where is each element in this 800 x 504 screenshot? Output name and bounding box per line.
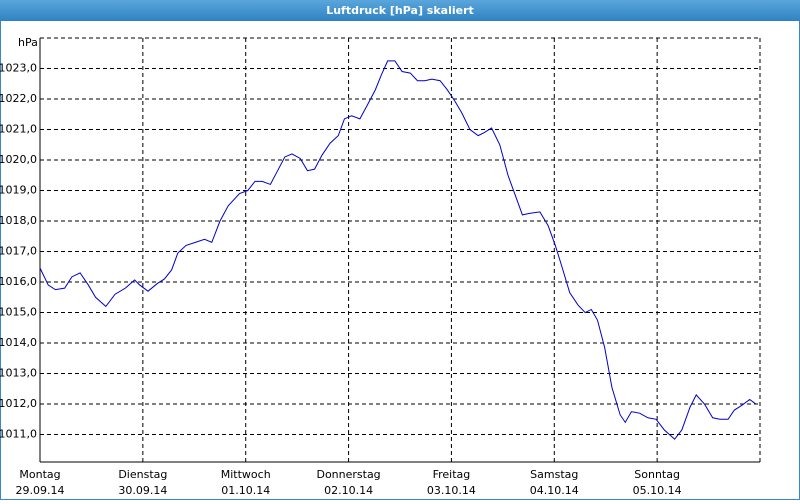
y-tick-label: 1017,0 (0, 245, 37, 258)
x-tick-label: 04.10.14 (530, 484, 579, 497)
y-tick-label: 1018,0 (0, 214, 37, 227)
x-tick-label: Montag (19, 468, 60, 481)
y-axis-label: hPa (18, 36, 38, 49)
x-tick-label: Mittwoch (221, 468, 271, 481)
x-tick-label: 02.10.14 (324, 484, 373, 497)
y-tick-label: 1011,0 (0, 428, 37, 441)
x-tick-label: 05.10.14 (633, 484, 682, 497)
title-bar (0, 0, 800, 21)
x-tick-label: Freitag (433, 468, 471, 481)
data-line (39, 60, 757, 440)
chart-title: Luftdruck [hPa] skaliert (326, 4, 474, 17)
x-tick-label: Dienstag (118, 468, 167, 481)
y-tick-label: 1019,0 (0, 184, 37, 197)
x-tick-label: Sonntag (634, 468, 680, 481)
y-tick-label: 1020,0 (0, 153, 37, 166)
x-tick-label: 03.10.14 (427, 484, 476, 497)
y-tick-label: 1015,0 (0, 306, 37, 319)
x-tick-label: 30.09.14 (118, 484, 167, 497)
y-tick-label: 1021,0 (0, 123, 37, 136)
x-tick-label: Samstag (530, 468, 578, 481)
x-tick-label: 01.10.14 (221, 484, 270, 497)
y-tick-label: 1012,0 (0, 397, 37, 410)
y-tick-label: 1022,0 (0, 92, 37, 105)
y-tick-label: 1014,0 (0, 336, 37, 349)
y-tick-label: 1013,0 (0, 367, 37, 380)
x-tick-label: 29.09.14 (16, 484, 65, 497)
y-tick-label: 1023,0 (0, 62, 37, 75)
x-tick-label: Donnerstag (316, 468, 380, 481)
y-tick-label: 1016,0 (0, 275, 37, 288)
